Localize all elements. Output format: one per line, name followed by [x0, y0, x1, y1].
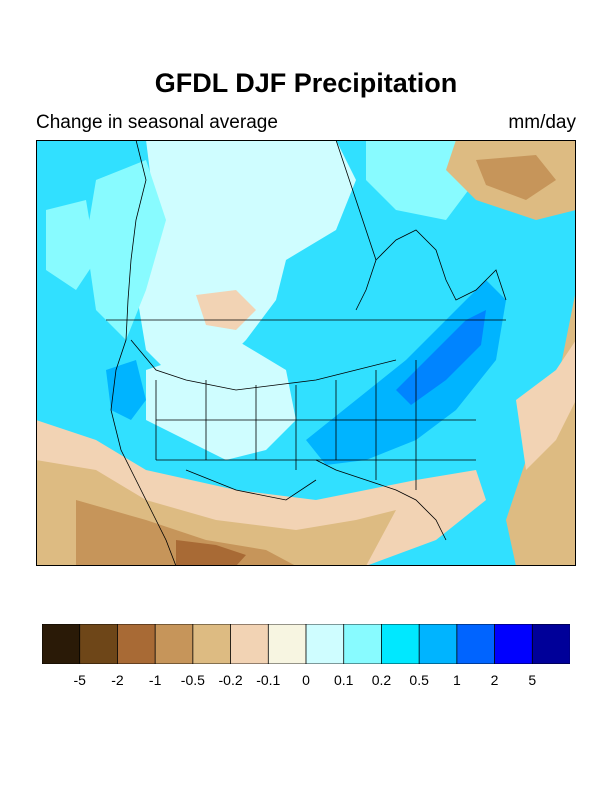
- colorbar-tick-label: 0: [302, 672, 310, 688]
- colorbar-tick-label: -0.2: [218, 672, 243, 688]
- colorbar-tick-label: -2: [111, 672, 124, 688]
- field-strong-blue-east: [306, 280, 506, 465]
- units-label: mm/day: [508, 112, 576, 133]
- colorbar-tick-label: 5: [528, 672, 537, 688]
- precipitation-map: [36, 140, 576, 566]
- colorbar-swatch: [456, 624, 496, 664]
- field-tan-atlantic-light: [516, 340, 576, 470]
- colorbar-swatch: [418, 624, 458, 664]
- colorbar-tick-label: 1: [452, 672, 461, 688]
- field-brown-mexico: [76, 500, 296, 566]
- field-light-blue-interior-west: [146, 340, 296, 460]
- map-frame: [36, 140, 576, 566]
- colorbar-tick-label: 2: [490, 672, 499, 688]
- colorbar-swatch: [531, 624, 570, 664]
- field-strong-blue-westcoast: [106, 360, 146, 420]
- field-dark-brown-mexico: [176, 540, 246, 566]
- colorbar-swatch: [154, 624, 194, 664]
- colorbar-tick-label: -0.1: [256, 672, 281, 688]
- colorbar-swatch: [381, 624, 420, 664]
- colorbar-tick-labels: -5 -2 -1 -0.5 -0.2 -0.1 0 0.1 0.2 0.5 1 2 5: [0, 672, 612, 692]
- field-light-blue-ne: [366, 140, 476, 220]
- colorbar-swatch: [42, 624, 81, 664]
- colorbar-swatch: [192, 624, 232, 664]
- colorbar-swatch: [494, 624, 533, 664]
- colorbar-swatch: [79, 624, 119, 664]
- field-mid-blue-coast: [46, 200, 96, 290]
- colorbar-tick-label: -0.5: [180, 672, 205, 688]
- chart-title: GFDL DJF Precipitation: [154, 68, 458, 98]
- colorbar-swatch: [305, 624, 345, 664]
- field-very-strong-blue-east: [396, 310, 486, 405]
- field-mid-blue-west: [86, 160, 166, 340]
- chart-subtitle: Change in seasonal average: [36, 112, 278, 133]
- colorbar-swatch: [230, 624, 269, 664]
- colorbar: [42, 624, 570, 664]
- colorbar-tick-label: 0.1: [333, 672, 354, 688]
- map-borders: [106, 140, 507, 566]
- colorbar-tick-label: 0.2: [371, 672, 392, 688]
- colorbar-swatch: [343, 624, 383, 664]
- field-brown-greenland-dark: [476, 155, 556, 200]
- colorbar-tick-label: -5: [73, 672, 86, 688]
- colorbar-swatch: [117, 624, 156, 664]
- colorbar-tick-label: -1: [148, 672, 162, 688]
- colorbar-swatch: [267, 624, 307, 664]
- colorbar-tick-label: 0.5: [409, 672, 429, 688]
